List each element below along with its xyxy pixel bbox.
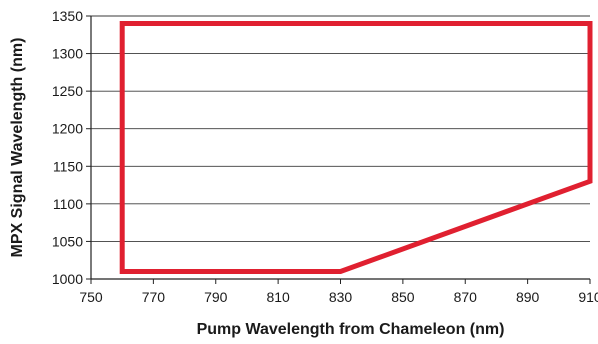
x-tick-label: 790 [204, 289, 228, 305]
y-tick-label: 1050 [52, 233, 83, 249]
y-tick-label: 1300 [52, 46, 83, 62]
y-tick-label: 1100 [53, 196, 83, 212]
x-tick-label: 750 [79, 289, 103, 305]
y-axis-title: MPX Signal Wavelength (nm) [9, 38, 26, 258]
tick-labels: 750 770 790 810 830 850 870 890 910 1000 1050 1100 1… [52, 8, 598, 305]
y-tick-label: 1250 [52, 83, 83, 99]
y-tick-label: 1350 [52, 8, 83, 24]
y-tick-label: 1150 [53, 158, 83, 174]
x-tick-label: 770 [142, 289, 166, 305]
tuning-range-boundary [119, 21, 593, 274]
x-tick-label: 870 [454, 289, 478, 305]
y-tick-label: 1200 [52, 121, 83, 137]
axes [90, 16, 590, 280]
x-axis-title: Pump Wavelength from Chameleon (nm) [197, 321, 505, 338]
x-tick-label: 810 [266, 289, 290, 305]
x-tick-label: 890 [516, 289, 540, 305]
x-tick-label: 850 [391, 289, 415, 305]
grid-lines [91, 15, 590, 242]
x-tick-label: 830 [329, 289, 353, 305]
x-tick-label: 910 [578, 289, 598, 305]
y-tick-label: 1000 [52, 271, 83, 287]
series-layer [119, 21, 593, 274]
